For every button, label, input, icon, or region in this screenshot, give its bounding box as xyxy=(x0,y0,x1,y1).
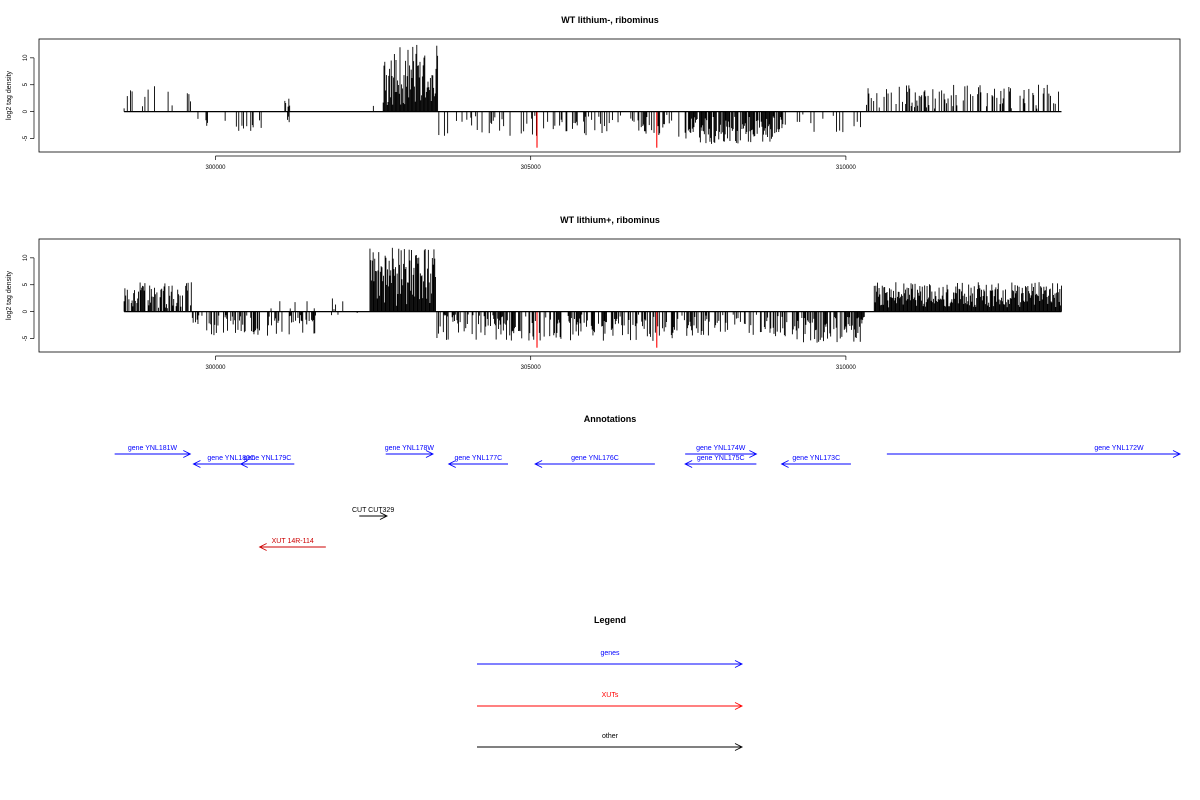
feature-label: gene YNL173C xyxy=(792,455,840,462)
x-tick-label: 305000 xyxy=(521,365,542,371)
arrow-head-icon xyxy=(749,450,758,458)
legend-item-genes: genes xyxy=(477,650,744,668)
arrow-head-icon xyxy=(734,702,744,710)
plot-frame xyxy=(38,38,1181,153)
feature-label: CUT CUT329 xyxy=(352,507,394,514)
annotation-feature: gene YNL173C xyxy=(780,455,851,468)
track-panel-lithium-plus: WT lithium+, ribominus log2 tag density … xyxy=(6,215,1181,371)
arrow-head-icon xyxy=(780,460,789,468)
annotation-feature: XUT 14R-114 xyxy=(258,538,326,551)
annotation-feature: gene YNL177C xyxy=(447,455,509,468)
y-axis: -5 0 5 10 xyxy=(23,254,35,341)
highlight-bars xyxy=(536,311,658,348)
y-tick-label: -5 xyxy=(23,335,29,341)
panel-title: WT lithium-, ribominus xyxy=(561,15,659,25)
y-axis-label: log2 tag density xyxy=(6,70,13,120)
legend-label: other xyxy=(602,733,619,740)
signal-bars xyxy=(123,247,1062,343)
annotation-feature: gene YNL181W xyxy=(114,445,192,458)
y-tick-label: 10 xyxy=(23,254,29,261)
feature-label: gene YNL176C xyxy=(571,455,619,462)
x-tick-label: 310000 xyxy=(836,165,857,171)
y-tick-label: 5 xyxy=(23,82,29,86)
plot-frame xyxy=(38,238,1181,353)
annotation-feature: CUT CUT329 xyxy=(352,507,394,520)
y-tick-label: -5 xyxy=(23,135,29,141)
arrow-head-icon xyxy=(379,512,388,520)
y-tick-label: 10 xyxy=(23,54,29,61)
feature-label: gene YNL172W xyxy=(1094,445,1144,452)
arrow-head-icon xyxy=(192,460,201,468)
legend-label: XUTs xyxy=(602,692,619,699)
annotations-title: Annotations xyxy=(584,414,637,424)
annotation-feature: gene YNL179C xyxy=(239,455,295,468)
feature-label: gene YNL179C xyxy=(244,455,292,462)
legend-item-xuts: XUTs xyxy=(477,692,744,710)
annotation-feature: gene YNL178W xyxy=(385,445,435,458)
arrow-head-icon xyxy=(425,450,434,458)
feature-label: gene YNL177C xyxy=(455,455,503,462)
annotation-feature: gene YNL172W xyxy=(886,445,1182,458)
legend-title: Legend xyxy=(594,615,626,625)
y-axis: -5 0 5 10 xyxy=(23,54,35,141)
feature-label: gene YNL174W xyxy=(696,445,746,452)
x-tick-label: 305000 xyxy=(521,165,542,171)
feature-label: gene YNL180C xyxy=(207,455,255,462)
signal-bars xyxy=(123,44,1059,144)
feature-label: gene YNL181W xyxy=(128,445,178,452)
x-tick-label: 310000 xyxy=(836,365,857,371)
y-tick-label: 0 xyxy=(23,109,29,113)
arrow-head-icon xyxy=(734,743,744,751)
legend: Legend genes XUTs other xyxy=(477,615,744,751)
y-axis-label: log2 tag density xyxy=(6,270,13,320)
arrow-head-icon xyxy=(183,450,192,458)
arrow-head-icon xyxy=(258,543,267,551)
arrow-head-icon xyxy=(1172,450,1182,458)
legend-label: genes xyxy=(600,650,620,657)
x-tick-label: 300000 xyxy=(205,365,226,371)
arrow-head-icon xyxy=(684,460,693,468)
x-tick-label: 300000 xyxy=(205,165,226,171)
arrow-head-icon xyxy=(534,460,543,468)
annotation-feature: gene YNL174W xyxy=(685,445,758,458)
arrow-head-icon xyxy=(447,460,456,468)
feature-label: gene YNL175C xyxy=(697,455,745,462)
feature-label: gene YNL178W xyxy=(385,445,435,452)
arrow-head-icon xyxy=(239,460,248,468)
legend-items: genes XUTs other xyxy=(477,650,744,751)
arrow-head-icon xyxy=(734,660,744,668)
track-panel-lithium-minus: WT lithium-, ribominus log2 tag density … xyxy=(6,15,1181,171)
annotation-feature: gene YNL175C xyxy=(684,455,757,468)
y-tick-label: 5 xyxy=(23,282,29,286)
panel-title: WT lithium+, ribominus xyxy=(560,215,660,225)
y-tick-label: 0 xyxy=(23,309,29,313)
feature-label: XUT 14R-114 xyxy=(272,538,314,545)
annotation-feature: gene YNL176C xyxy=(534,455,655,468)
legend-item-other: other xyxy=(477,733,744,751)
highlight-bars xyxy=(536,111,658,148)
x-axis: 300000 305000 310000 xyxy=(205,155,857,171)
x-axis: 300000 305000 310000 xyxy=(205,355,857,371)
